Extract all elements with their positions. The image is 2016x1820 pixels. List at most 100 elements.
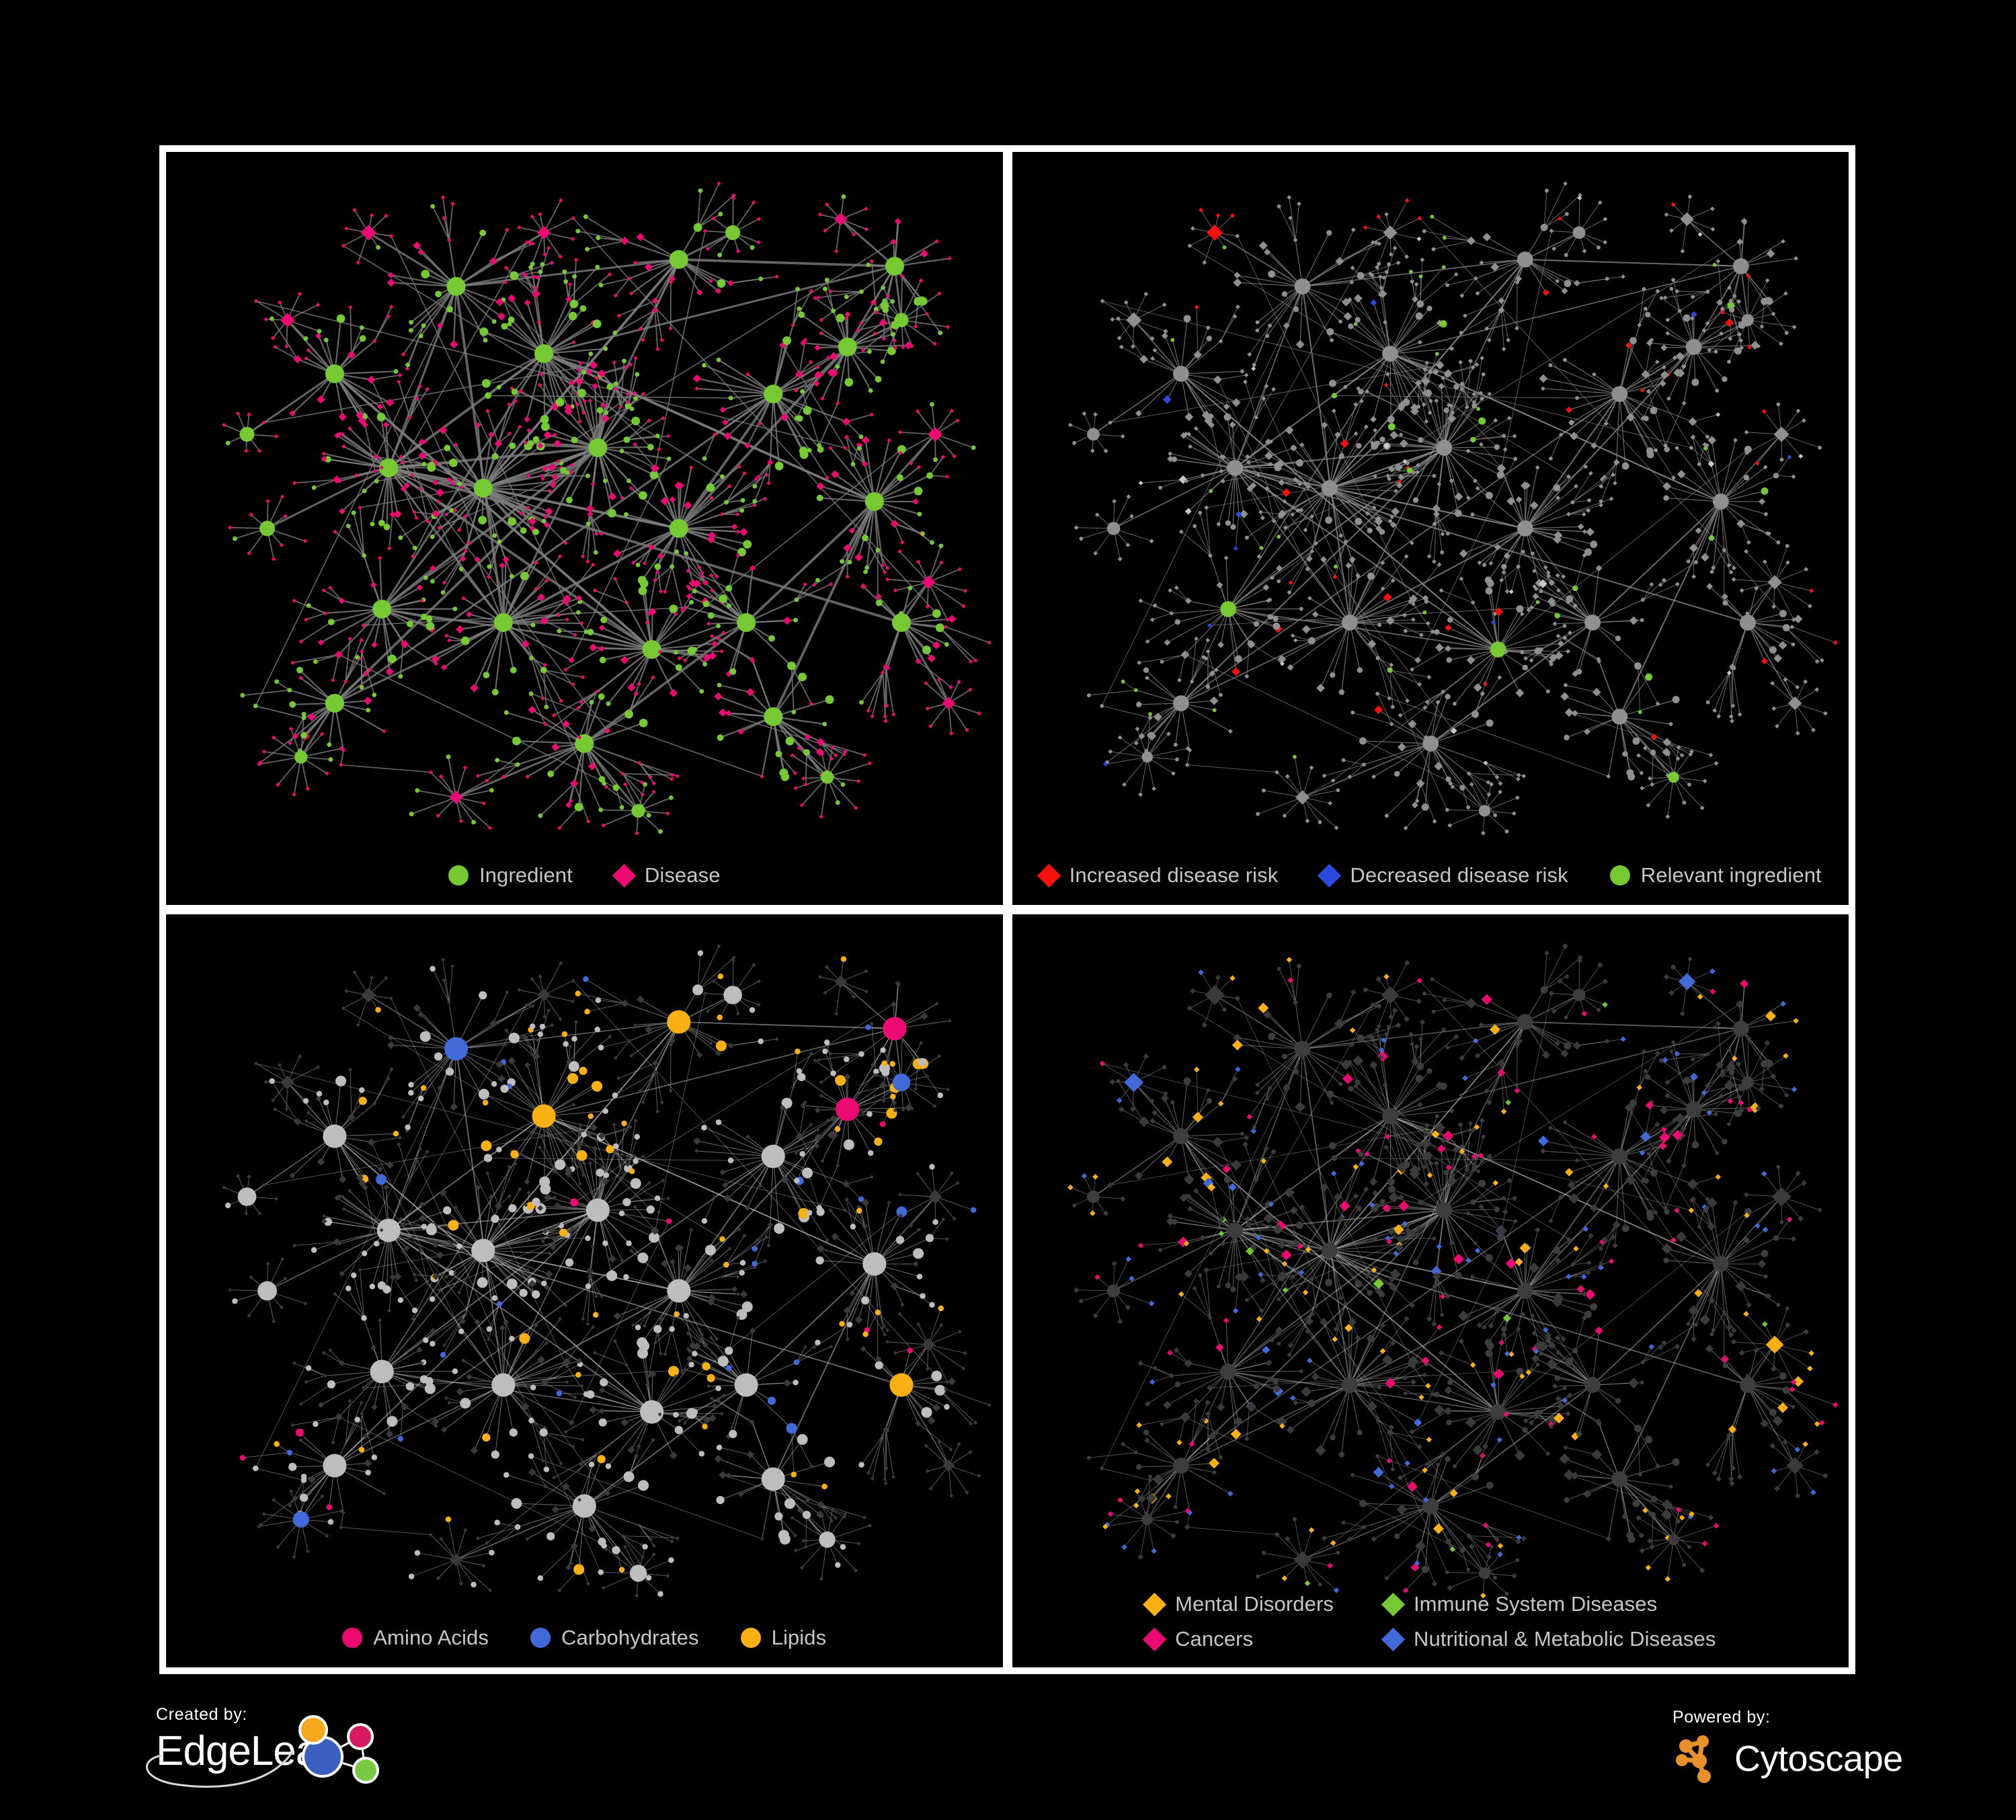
network-node[interactable] [1563,280,1571,288]
network-node[interactable] [590,1244,596,1249]
network-node[interactable] [780,773,790,781]
network-node[interactable] [648,1537,653,1542]
network-node[interactable] [1474,1053,1480,1059]
network-node[interactable] [883,664,889,670]
network-node[interactable] [1739,1377,1756,1393]
network-node[interactable] [1562,181,1568,186]
network-node[interactable] [949,684,953,690]
network-node[interactable] [419,1361,424,1366]
network-node[interactable] [555,397,565,407]
network-node[interactable] [327,585,333,590]
network-node[interactable] [503,1042,508,1047]
network-node[interactable] [783,617,792,625]
network-node[interactable] [401,1402,409,1411]
network-node[interactable] [339,598,346,604]
network-node[interactable] [883,1017,907,1041]
network-node[interactable] [620,1258,624,1263]
network-node[interactable] [306,603,311,608]
network-node[interactable] [1494,775,1499,780]
network-node[interactable] [714,1455,723,1463]
network-node[interactable] [1568,419,1575,426]
network-node[interactable] [683,1312,689,1319]
network-node[interactable] [461,1358,466,1363]
network-node[interactable] [702,1423,708,1430]
network-node[interactable] [1218,339,1223,344]
network-node[interactable] [383,1184,390,1191]
network-node[interactable] [737,728,744,735]
network-node[interactable] [623,1544,628,1549]
network-node[interactable] [666,434,671,438]
network-node[interactable] [1570,1263,1574,1267]
network-node[interactable] [1468,1544,1474,1550]
network-node[interactable] [625,1154,630,1159]
network-node[interactable] [812,1345,817,1349]
network-node[interactable] [1416,1062,1424,1070]
network-node[interactable] [1469,1127,1476,1133]
network-node[interactable] [661,1178,666,1183]
network-node[interactable] [399,1216,403,1221]
network-node[interactable] [412,1272,417,1277]
network-node[interactable] [1424,360,1429,366]
network-node[interactable] [587,629,594,635]
network-node[interactable] [752,200,756,205]
network-node[interactable] [239,426,255,442]
network-node[interactable] [1135,701,1141,707]
network-node[interactable] [1770,1366,1777,1372]
network-node[interactable] [508,517,517,526]
network-node[interactable] [1268,1224,1273,1229]
network-node[interactable] [1540,386,1545,391]
network-node[interactable] [1465,1211,1470,1216]
network-node[interactable] [481,1140,492,1152]
network-node[interactable] [530,977,534,982]
network-node[interactable] [1515,1558,1519,1562]
network-node[interactable] [669,604,678,613]
network-node[interactable] [1552,1246,1560,1254]
network-node[interactable] [613,1312,622,1320]
network-node[interactable] [779,1534,791,1545]
network-node[interactable] [376,1174,387,1185]
network-node[interactable] [497,312,506,321]
network-node[interactable] [793,1359,800,1366]
network-node[interactable] [668,280,674,285]
network-node[interactable] [940,454,946,460]
network-node[interactable] [1648,1544,1655,1550]
network-node[interactable] [1749,1102,1761,1113]
network-node[interactable] [428,770,433,775]
network-node[interactable] [949,1493,954,1498]
network-node[interactable] [1383,442,1390,449]
network-node[interactable] [538,270,543,274]
network-node[interactable] [1367,272,1373,276]
network-node[interactable] [774,1037,779,1041]
network-node[interactable] [925,1367,930,1372]
network-node[interactable] [1741,982,1748,988]
network-node[interactable] [1117,735,1123,740]
network-node[interactable] [548,1226,557,1234]
network-node[interactable] [674,1425,683,1435]
network-node[interactable] [1734,347,1742,355]
network-node[interactable] [1699,1314,1710,1325]
network-node[interactable] [1778,341,1783,346]
network-node[interactable] [1213,668,1219,672]
network-node[interactable] [819,752,825,756]
network-node[interactable] [1229,213,1235,219]
network-node[interactable] [1193,1398,1199,1404]
network-node[interactable] [761,1144,785,1169]
network-node[interactable] [1272,1384,1280,1392]
network-node[interactable] [1488,561,1493,566]
network-node[interactable] [570,999,575,1004]
network-node[interactable] [1350,1472,1355,1477]
network-node[interactable] [697,565,702,570]
network-node[interactable] [311,1247,317,1253]
network-node[interactable] [508,1032,520,1043]
network-node[interactable] [1670,964,1676,970]
network-node[interactable] [1469,1362,1476,1368]
network-node[interactable] [1720,310,1725,315]
network-node[interactable] [1714,389,1719,393]
network-node[interactable] [1492,1575,1497,1580]
network-node[interactable] [1638,1532,1644,1539]
network-node[interactable] [1719,1072,1726,1078]
network-node[interactable] [731,196,736,200]
network-node[interactable] [540,1458,545,1463]
network-node[interactable] [767,1222,774,1228]
network-node[interactable] [522,272,526,276]
